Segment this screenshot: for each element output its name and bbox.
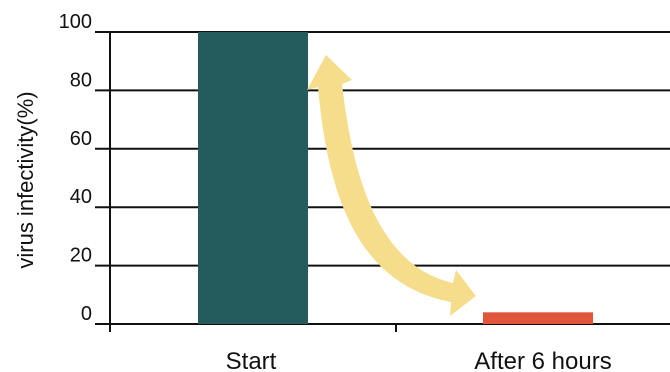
y-tick-label-60: 60 <box>70 128 92 150</box>
y-tick-label-40: 40 <box>70 186 92 208</box>
x-tick-labels: Start After 6 hours <box>226 348 612 372</box>
bar-start <box>198 32 308 324</box>
y-tick-labels: 0 20 40 60 80 100 <box>59 11 92 325</box>
x-tick-label-after-6-hours: After 6 hours <box>474 348 611 372</box>
y-tick-label-0: 0 <box>81 303 92 325</box>
decrease-arrow <box>307 55 476 316</box>
y-tick-label-20: 20 <box>70 245 92 267</box>
bars <box>198 32 593 324</box>
gridlines <box>95 31 670 332</box>
y-axis-label: virus infectivity(%) <box>13 91 38 268</box>
x-tick-label-start: Start <box>226 348 277 372</box>
y-tick-label-100: 100 <box>59 11 92 33</box>
bar-after-6-hours <box>483 312 593 324</box>
y-tick-label-80: 80 <box>70 69 92 91</box>
